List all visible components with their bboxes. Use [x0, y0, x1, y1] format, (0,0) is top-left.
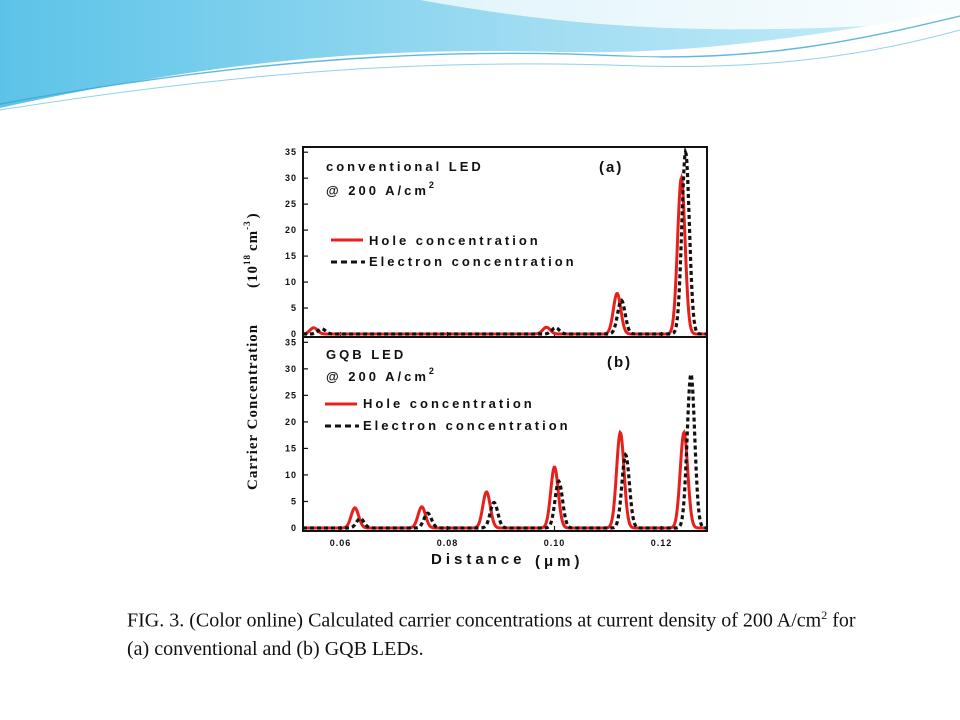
series-b-electron-line: [303, 368, 708, 530]
x-axis-unit: (μm): [535, 553, 584, 570]
panel-a-title: conventional LED: [326, 159, 484, 174]
slide-banner-waves: [0, 0, 960, 115]
y-tick-label-a-25: 25: [285, 199, 297, 209]
caption-superscript: 2: [821, 608, 828, 622]
y-tick-label-b-30: 30: [285, 364, 297, 374]
y-tick-label-b-35: 35: [285, 337, 297, 347]
legend-b-hole-label: Hole concentration: [363, 396, 535, 411]
y-tick-label-b-20: 20: [285, 417, 297, 427]
y-axis-title: Carrier Concentration: [245, 324, 261, 490]
x-axis-title: Distance: [431, 551, 526, 568]
y-tick-label-a-35: 35: [285, 147, 297, 157]
series-a-electron-line: [303, 146, 707, 336]
y-tick-label-b-5: 5: [291, 496, 297, 506]
x-tick-label-0.10: 0.10: [544, 538, 566, 548]
panel-b-frame: [302, 336, 708, 532]
legend-b-electron-label: Electron concentration: [363, 418, 571, 433]
panel-b-title: GQB LED: [326, 347, 406, 362]
legend-a-hole-label: Hole concentration: [369, 233, 541, 248]
figure-caption: FIG. 3. (Color online) Calculated carrie…: [127, 601, 867, 663]
x-tick-label-0.12: 0.12: [651, 538, 673, 548]
y-tick-label-b-0: 0: [291, 523, 297, 533]
panel-b-condition: @ 200 A/cm2: [326, 366, 437, 384]
y-tick-label-a-30: 30: [285, 173, 297, 183]
panel-a-tag: (a): [599, 159, 623, 176]
caption-text-2: for (a) conventional and (b) GQB LEDs.: [127, 609, 856, 660]
y-tick-label-a-15: 15: [285, 251, 297, 261]
y-tick-label-a-0: 0: [291, 329, 297, 339]
y-tick-label-b-15: 15: [285, 443, 297, 453]
panel-a-condition: @ 200 A/cm2: [326, 180, 437, 198]
x-tick-label-0.06: 0.06: [330, 538, 352, 548]
series-b-hole-line: [303, 429, 707, 530]
y-axis-unit: (1018cm-3): [242, 212, 261, 288]
y-tick-label-a-5: 5: [291, 303, 297, 313]
y-tick-label-b-10: 10: [285, 470, 297, 480]
y-tick-label-b-25: 25: [285, 390, 297, 400]
y-tick-label-a-20: 20: [285, 225, 297, 235]
x-tick-label-0.08: 0.08: [437, 538, 459, 548]
panel-b-tag: (b): [607, 354, 632, 371]
y-tick-label-a-10: 10: [285, 277, 297, 287]
caption-text-1: FIG. 3. (Color online) Calculated carrie…: [127, 609, 822, 632]
legend-a-electron-label: Electron concentration: [369, 254, 577, 269]
